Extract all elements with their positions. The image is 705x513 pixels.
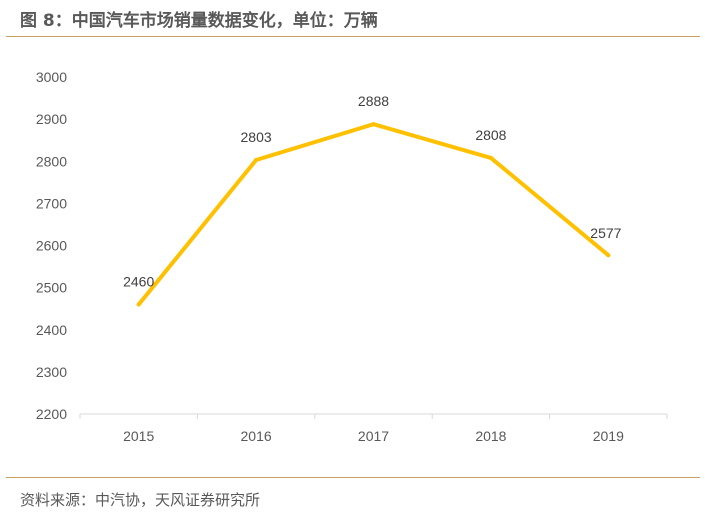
x-tick-label: 2018 — [475, 428, 506, 444]
x-tick-label: 2017 — [358, 428, 389, 444]
data-label: 2888 — [358, 93, 389, 109]
x-tick-label: 2016 — [241, 428, 272, 444]
series-group — [136, 122, 611, 307]
y-tick-label: 2500 — [36, 280, 67, 296]
y-tick-label: 2600 — [36, 238, 67, 254]
y-tick-label: 2700 — [36, 195, 67, 211]
data-label: 2803 — [241, 129, 272, 145]
data-label: 2808 — [475, 127, 506, 143]
data-point — [136, 302, 141, 307]
data-labels: 2460 2803 2888 2808 2577 — [123, 93, 622, 289]
y-tick-label: 2400 — [36, 322, 67, 338]
series-line — [136, 122, 611, 307]
data-label: 2460 — [123, 273, 154, 289]
x-tick-label: 2019 — [593, 428, 624, 444]
source-note: 资料来源：中汽协，天风证券研究所 — [20, 491, 261, 509]
data-point — [371, 122, 376, 127]
data-point — [254, 157, 259, 162]
figure-title: 图 8：中国汽车市场销量数据变化，单位：万辆 — [20, 11, 378, 31]
y-tick-label: 3000 — [36, 69, 67, 85]
y-axis-ticks: 2200 2300 2400 2500 2600 2700 2800 2900 3000 — [36, 69, 67, 422]
data-label: 2577 — [590, 225, 621, 241]
source-divider — [6, 477, 700, 478]
y-tick-label: 2200 — [36, 406, 67, 422]
x-axis-ticks: 2015 2016 2017 2018 2019 — [79, 414, 668, 444]
title-divider — [6, 36, 700, 37]
x-tick-label: 2015 — [123, 428, 154, 444]
data-point — [606, 253, 611, 258]
y-tick-label: 2300 — [36, 364, 67, 380]
data-point — [488, 155, 493, 160]
y-tick-label: 2800 — [36, 153, 67, 169]
y-tick-label: 2900 — [36, 111, 67, 127]
